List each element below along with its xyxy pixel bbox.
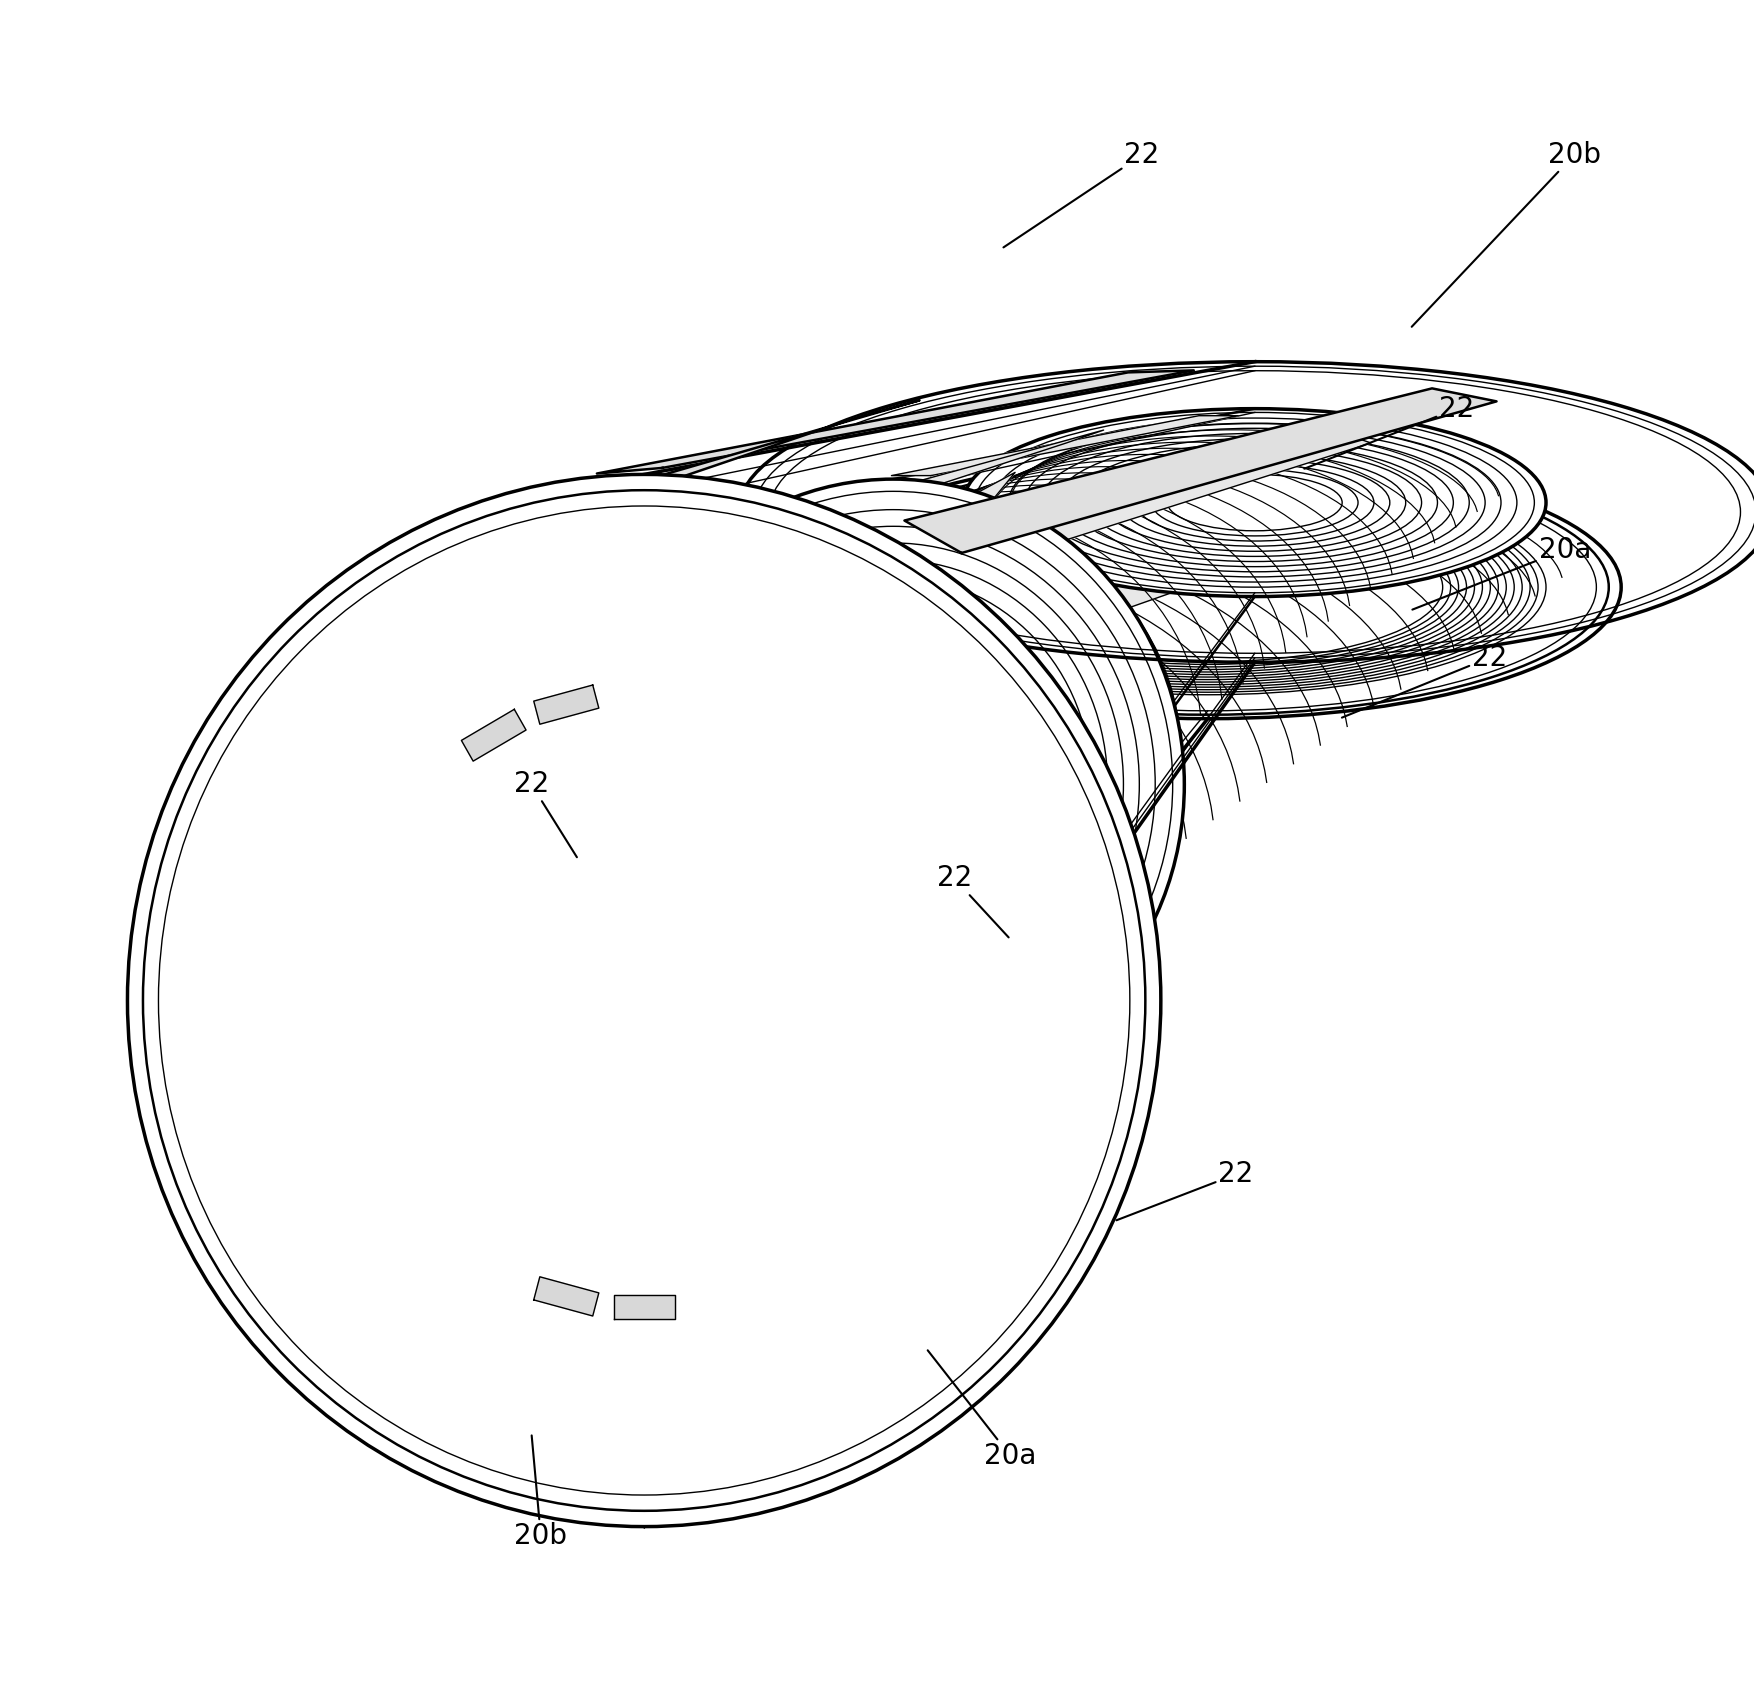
Text: 20b: 20b — [514, 1436, 567, 1551]
Polygon shape — [633, 955, 691, 1020]
Polygon shape — [914, 1077, 977, 1113]
Polygon shape — [689, 1278, 754, 1317]
Polygon shape — [763, 430, 1103, 543]
Text: 22: 22 — [1003, 140, 1159, 247]
Ellipse shape — [963, 409, 1545, 597]
Polygon shape — [710, 1032, 775, 1084]
Ellipse shape — [738, 362, 1754, 663]
Polygon shape — [614, 1295, 675, 1319]
Text: 20a: 20a — [928, 1351, 1037, 1469]
Ellipse shape — [795, 455, 1621, 719]
Polygon shape — [689, 472, 1016, 678]
Polygon shape — [461, 709, 526, 761]
Polygon shape — [891, 416, 1238, 475]
Text: 22: 22 — [1117, 1160, 1254, 1221]
Polygon shape — [461, 1241, 526, 1294]
Polygon shape — [872, 492, 1405, 685]
Polygon shape — [533, 1277, 598, 1316]
Polygon shape — [1012, 1032, 1075, 1084]
Text: 22: 22 — [1305, 394, 1475, 468]
Text: 22: 22 — [514, 771, 577, 857]
Polygon shape — [809, 1077, 873, 1113]
Polygon shape — [705, 465, 1247, 583]
Ellipse shape — [128, 475, 1161, 1527]
Polygon shape — [589, 857, 631, 927]
Polygon shape — [374, 523, 896, 786]
Polygon shape — [402, 1187, 461, 1248]
Text: 22: 22 — [937, 864, 1009, 937]
Polygon shape — [763, 1241, 826, 1294]
Polygon shape — [596, 370, 1194, 473]
Text: 20a: 20a — [1412, 536, 1591, 610]
Polygon shape — [533, 685, 598, 724]
Polygon shape — [330, 401, 919, 597]
Polygon shape — [1030, 430, 1372, 543]
Polygon shape — [507, 475, 1045, 622]
Text: 22: 22 — [1342, 644, 1507, 717]
Ellipse shape — [232, 578, 1058, 1424]
Polygon shape — [905, 389, 1496, 553]
Text: 20b: 20b — [1412, 140, 1601, 326]
Polygon shape — [358, 1121, 409, 1187]
Ellipse shape — [602, 479, 1184, 1089]
